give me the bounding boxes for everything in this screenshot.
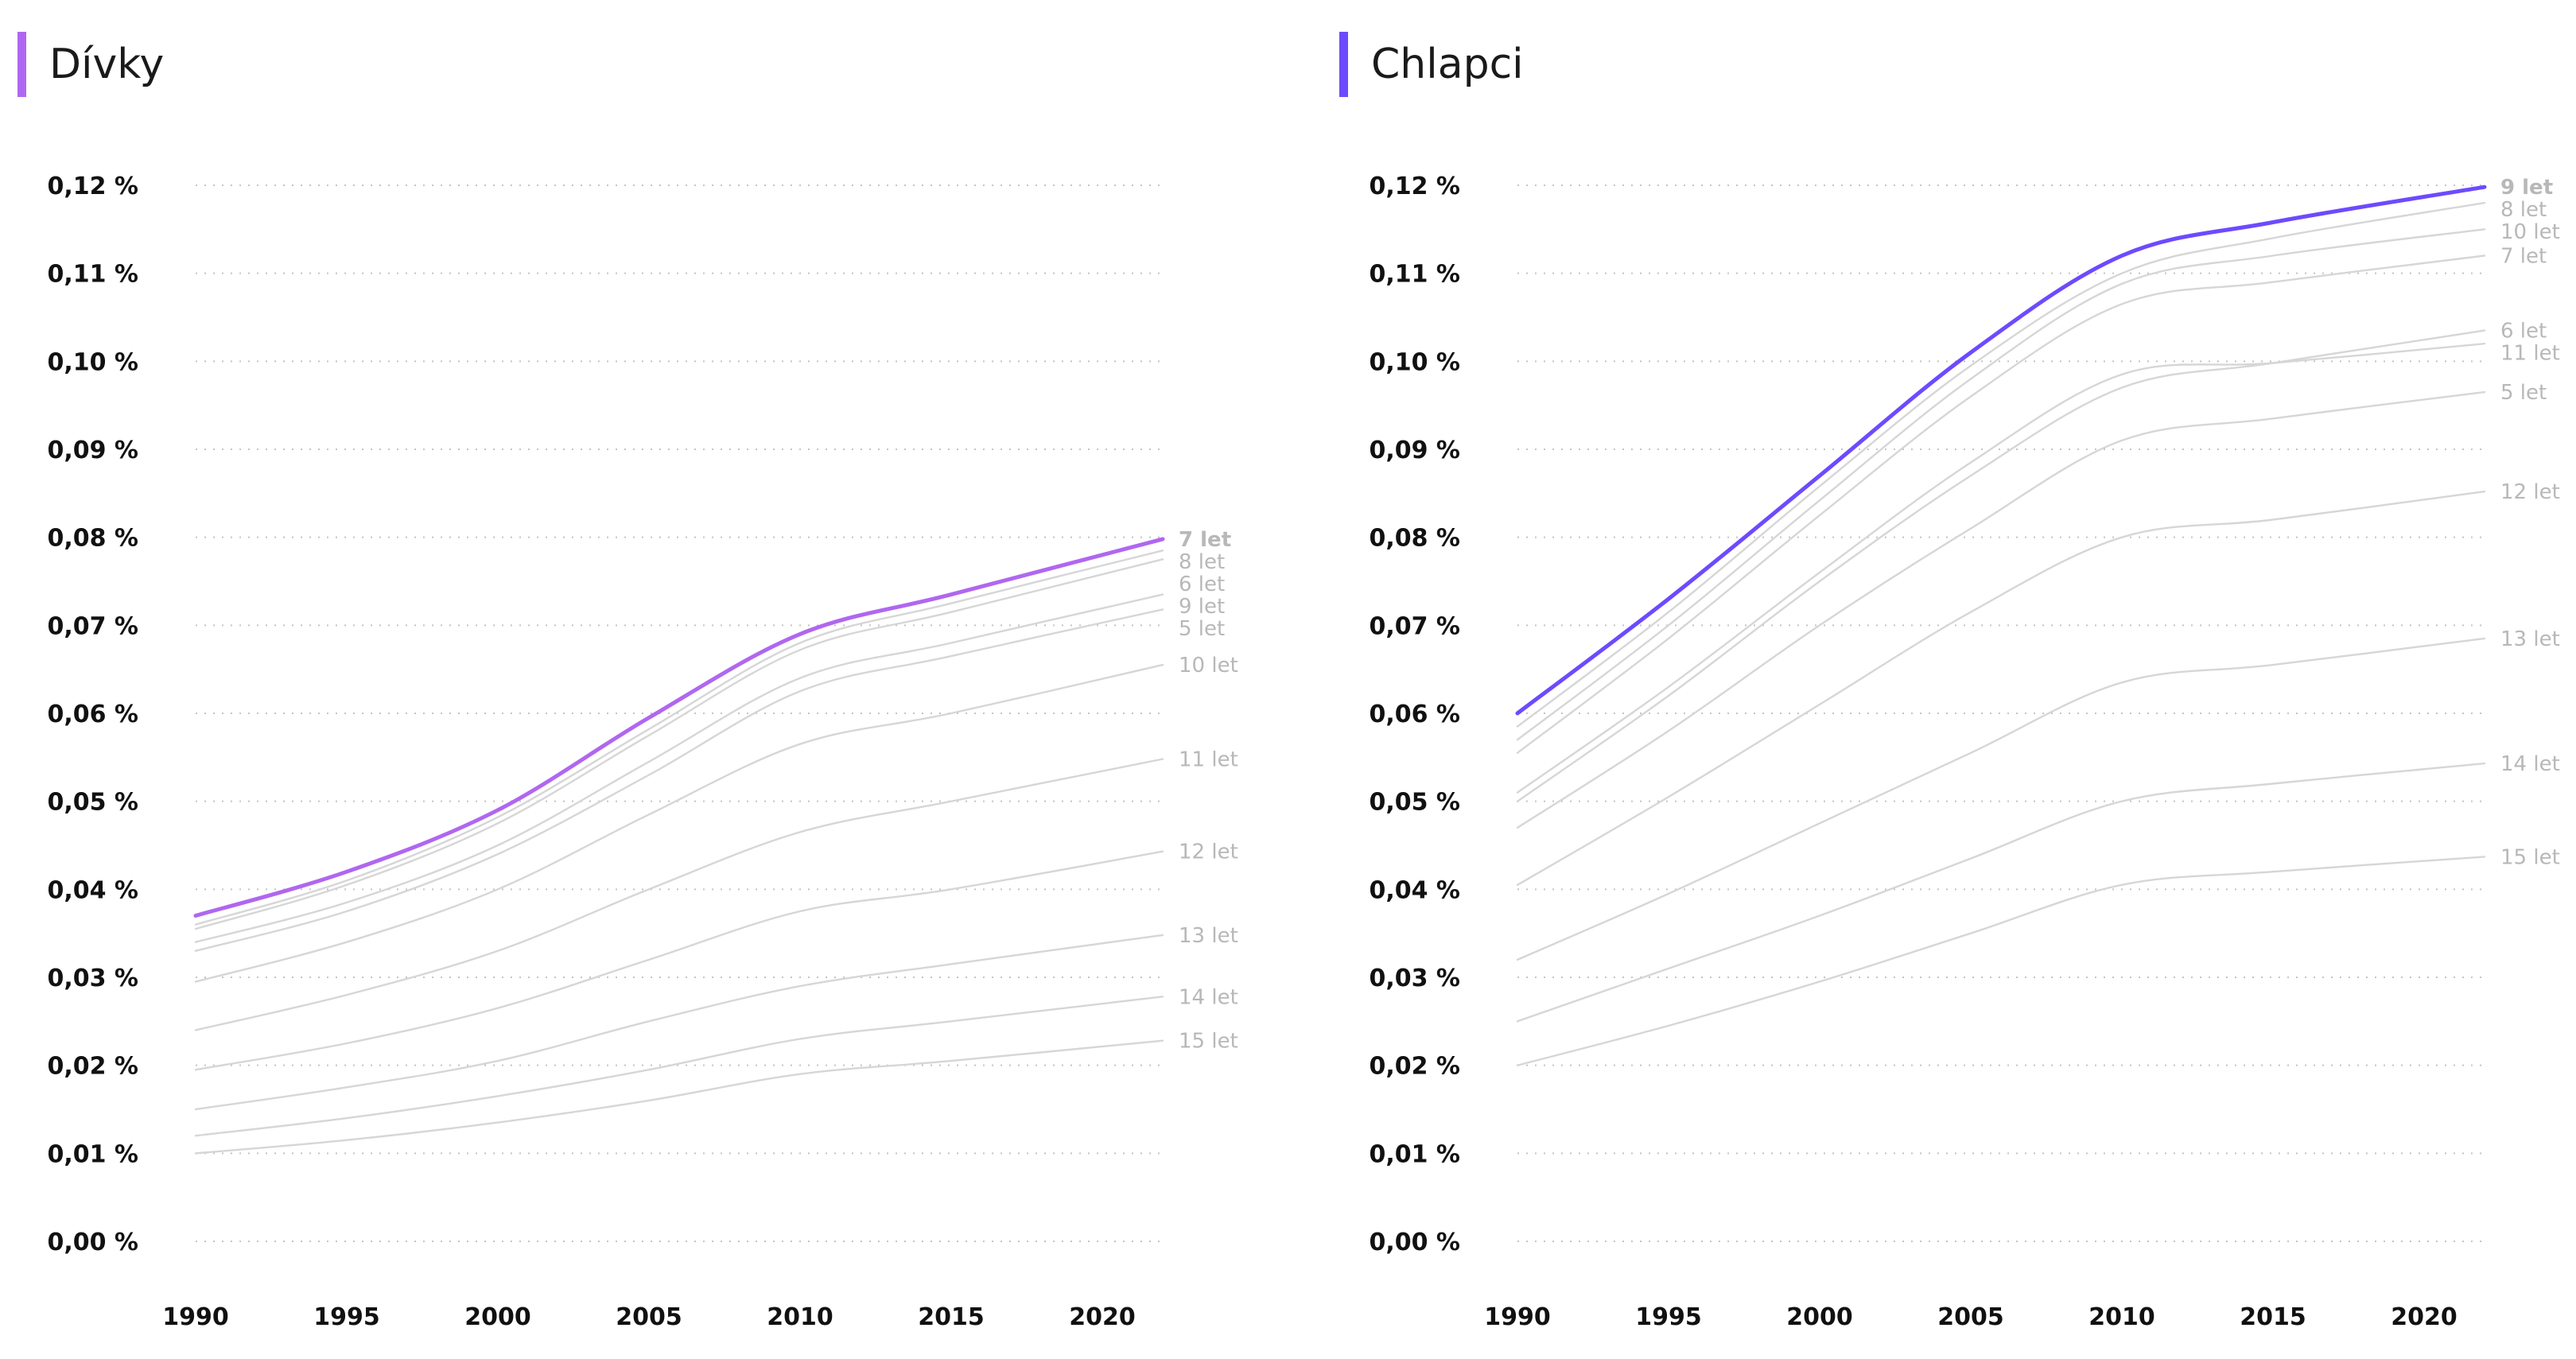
series-end-label: 10 let [1179,654,1238,678]
series-end-label: 7 let [1179,528,1231,552]
chart-title: Chlapci [1371,41,1524,88]
series-end-label: 12 let [2500,480,2560,504]
y-tick-label: 0,11 % [1369,261,1460,289]
x-tick-label: 2020 [1069,1303,1136,1331]
x-tick-label: 2015 [918,1303,985,1331]
series-end-label: 14 let [2500,752,2560,776]
series-line [194,549,1164,926]
chart-title: Dívky [49,41,165,88]
series-line [1516,254,2486,754]
x-tick-label: 1995 [313,1303,380,1331]
y-tick-label: 0,09 % [47,437,138,464]
y-tick-label: 0,05 % [47,789,138,817]
y-tick-label: 0,02 % [47,1053,138,1081]
y-tick-label: 0,12 % [1369,173,1460,200]
y-tick-label: 0,04 % [1369,876,1460,904]
y-tick-label: 0,06 % [1369,701,1460,728]
y-tick-label: 0,02 % [1369,1053,1460,1081]
y-tick-label: 0,03 % [47,965,138,992]
x-tick-label: 2005 [1937,1303,2004,1331]
y-tick-label: 0,09 % [1369,437,1460,464]
series-line [1516,329,2486,802]
series-end-label: 13 let [1179,924,1238,948]
y-tick-label: 0,08 % [1369,525,1460,553]
y-tick-label: 0,10 % [1369,348,1460,376]
y-tick-label: 0,00 % [1369,1229,1460,1256]
series-end-label: 12 let [1179,841,1238,864]
series-line [1516,637,2486,961]
x-tick-label: 1990 [1484,1303,1551,1331]
series-end-label: 9 let [1179,595,1225,619]
series-line [194,608,1164,952]
x-tick-label: 2010 [2088,1303,2155,1331]
x-tick-label: 2020 [2391,1303,2457,1331]
y-tick-label: 0,03 % [1369,965,1460,992]
series-line [194,593,1164,943]
series-end-label: 9 let [2500,176,2553,200]
series-line [1516,228,2486,741]
x-tick-label: 2000 [464,1303,531,1331]
y-tick-label: 0,07 % [47,612,138,640]
series-end-label: 14 let [1179,985,1238,1009]
y-tick-label: 0,07 % [1369,612,1460,640]
y-tick-label: 0,00 % [47,1229,138,1256]
y-tick-label: 0,01 % [1369,1140,1460,1168]
series-line [194,558,1164,930]
y-tick-label: 0,11 % [47,261,138,289]
series-line [194,663,1164,983]
y-tick-label: 0,12 % [47,173,138,200]
series-end-label: 10 let [2500,220,2560,244]
title-accent-bar [17,32,26,97]
series-end-label: 11 let [2500,342,2560,366]
series-line [1516,343,2486,794]
series-line [194,934,1164,1111]
x-tick-label: 1995 [1635,1303,1702,1331]
x-tick-label: 2000 [1786,1303,1853,1331]
y-tick-label: 0,10 % [47,348,138,376]
series-line [1516,762,2486,1023]
line-chart-girls: 0,00 % 0,01 % 0,02 % 0,03 % 0,04 % 0,05 % 0,06… [47,173,1238,1331]
series-line [194,996,1164,1137]
y-tick-label: 0,04 % [47,876,138,904]
series-line [1515,184,2487,716]
series-line [1516,201,2486,728]
series-end-label: 15 let [2500,845,2560,869]
series-end-label: 6 let [2500,320,2547,344]
series-end-label: 13 let [2500,627,2560,651]
series-end-label: 5 let [2500,381,2547,405]
x-tick-label: 2015 [2240,1303,2306,1331]
series-end-label: 8 let [1179,550,1225,574]
series-line [1516,390,2486,829]
x-tick-label: 1990 [162,1303,229,1331]
y-tick-label: 0,01 % [47,1140,138,1168]
x-tick-label: 2005 [616,1303,682,1331]
y-tick-label: 0,08 % [47,525,138,553]
series-end-label: 7 let [2500,245,2547,269]
x-tick-label: 2010 [767,1303,833,1331]
y-tick-label: 0,06 % [47,701,138,728]
y-tick-label: 0,05 % [1369,789,1460,817]
series-line [1516,856,2486,1066]
series-end-label: 11 let [1179,748,1238,772]
series-end-label: 15 let [1179,1030,1238,1054]
series-line [1516,490,2486,886]
series-end-label: 6 let [1179,573,1225,596]
title-accent-bar [1339,32,1348,97]
series-end-label: 5 let [1179,617,1225,641]
chart-panel-boys: Chlapci 0,00 % 0,01 % 0,02 % 0,03 % 0,04 % 0,… [1322,0,2576,1359]
chart-panel-girls: Dívky 0,00 % 0,01 % 0,02 % 0,03 % 0,04 % 0,05… [0,0,1272,1359]
series-line [193,537,1165,918]
series-line [194,758,1164,1031]
line-chart-boys: 0,00 % 0,01 % 0,02 % 0,03 % 0,04 % 0,05 % 0,06… [1369,173,2560,1331]
series-line [194,1039,1164,1155]
series-end-label: 8 let [2500,198,2547,222]
series-line [194,850,1164,1071]
